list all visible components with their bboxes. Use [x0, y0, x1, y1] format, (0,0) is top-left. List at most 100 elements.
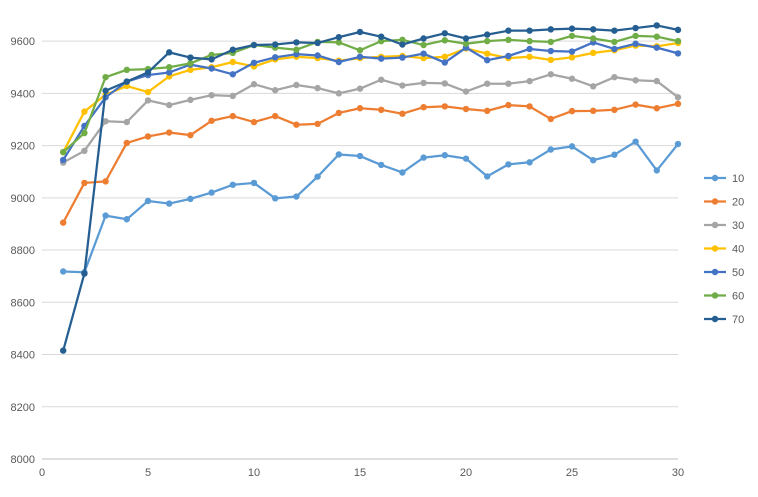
data-point — [208, 91, 215, 99]
data-point — [293, 121, 300, 128]
data-point — [420, 54, 427, 62]
legend-label: 40 — [732, 244, 744, 256]
series-70 — [60, 22, 682, 354]
data-point — [335, 90, 342, 97]
data-point — [208, 117, 215, 124]
data-point — [60, 219, 67, 226]
series-line — [62, 34, 679, 153]
data-point — [102, 87, 109, 94]
legend-swatch-marker — [711, 315, 719, 323]
x-tick-label: 5 — [145, 467, 151, 479]
x-tick-label: 10 — [248, 467, 260, 479]
data-point — [166, 200, 173, 207]
y-tick-label: 9400 — [11, 88, 35, 100]
data-point — [81, 147, 88, 155]
data-point — [590, 26, 597, 33]
data-point — [674, 26, 682, 34]
data-point — [674, 94, 682, 101]
data-point — [505, 27, 512, 34]
data-point — [144, 197, 152, 205]
legend-label: 50 — [732, 267, 744, 279]
data-point — [378, 33, 385, 40]
data-point — [462, 88, 470, 95]
data-point — [526, 45, 533, 53]
data-point — [547, 47, 554, 55]
data-point — [208, 189, 215, 196]
series-line — [63, 140, 679, 274]
y-tick-label: 9600 — [11, 36, 35, 48]
data-point — [484, 80, 491, 87]
legend-item: 30 — [704, 220, 744, 232]
y-tick-label: 8400 — [11, 350, 35, 362]
legend-swatch-marker — [711, 268, 719, 276]
data-point — [335, 34, 342, 41]
series-10 — [60, 138, 682, 276]
data-point — [632, 77, 639, 84]
legend-label: 10 — [732, 173, 744, 185]
y-tick-label: 8800 — [11, 245, 35, 257]
data-point — [547, 38, 554, 46]
data-point — [102, 118, 109, 125]
data-point — [123, 216, 130, 223]
data-point — [462, 105, 470, 113]
data-point — [335, 109, 342, 117]
x-tick-label: 0 — [39, 467, 45, 479]
data-point — [144, 133, 152, 140]
data-point — [653, 167, 660, 174]
data-point — [568, 25, 576, 32]
data-point — [547, 146, 554, 153]
data-point — [229, 71, 236, 78]
legend: 10 20 30 40 50 60 70 — [704, 173, 744, 326]
legend-item: 70 — [704, 314, 744, 326]
data-point — [568, 48, 576, 55]
series-line — [62, 24, 679, 351]
data-point — [505, 36, 512, 44]
data-point — [568, 32, 576, 40]
data-point — [653, 33, 660, 40]
data-point — [187, 66, 194, 74]
data-point — [653, 77, 660, 85]
data-point — [102, 212, 109, 219]
data-point — [484, 173, 491, 180]
data-point — [229, 46, 236, 53]
data-point — [272, 195, 279, 202]
data-point — [526, 103, 533, 110]
legend-swatch-marker — [711, 198, 719, 205]
y-tick-label: 8600 — [11, 297, 35, 309]
legend-label: 60 — [732, 291, 744, 303]
data-point — [399, 36, 406, 44]
data-point — [272, 54, 279, 61]
x-tick-label: 30 — [672, 467, 684, 479]
data-point — [632, 24, 639, 32]
data-point — [123, 139, 130, 147]
data-point — [208, 56, 215, 63]
data-point — [187, 195, 194, 203]
data-point — [632, 138, 639, 145]
data-point — [60, 268, 67, 275]
data-point — [547, 71, 554, 78]
data-point — [208, 65, 215, 72]
legend-item: 50 — [704, 267, 744, 279]
data-point — [314, 52, 321, 59]
legend-item: 40 — [704, 244, 744, 256]
data-point — [60, 156, 67, 164]
axes: 8000 8200 8400 8600 8800 9000 9200 9400 9600 0 5 10… — [11, 36, 685, 479]
data-point — [293, 46, 300, 53]
data-point — [314, 39, 321, 47]
data-point — [123, 118, 130, 126]
data-point — [356, 105, 364, 112]
data-point — [590, 49, 597, 57]
data-point — [441, 152, 448, 159]
data-point — [441, 53, 448, 60]
legend-item: 10 — [704, 173, 744, 185]
data-point — [335, 151, 342, 158]
data-point — [102, 178, 109, 185]
data-point — [272, 41, 279, 48]
data-point — [166, 101, 173, 109]
data-point — [166, 49, 173, 56]
data-point — [356, 28, 364, 36]
data-point — [505, 101, 512, 109]
data-point — [314, 173, 321, 180]
data-point — [484, 31, 491, 38]
data-point — [378, 161, 385, 169]
